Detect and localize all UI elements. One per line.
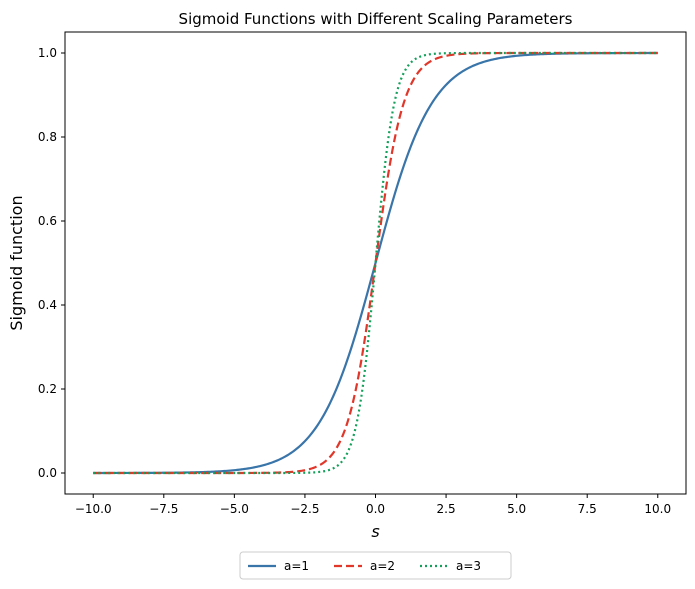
series-layer [93,51,658,475]
legend-frame [239,551,512,580]
x-tick-label: −2.5 [290,502,319,516]
legend-label-3: a=3 [456,559,481,573]
y-tick-label: 0.8 [38,130,57,144]
chart-title: Sigmoid Functions with Different Scaling… [179,10,573,28]
y-tick-label: 0.0 [38,466,57,480]
x-tick-label: 0.0 [366,502,385,516]
x-axis: −10.0 −7.5 −5.0 −2.5 0.0 2.5 5.0 7.5 10.0 [75,494,671,516]
legend-label-1: a=1 [284,559,309,573]
legend-label-2: a=2 [370,559,395,573]
x-tick-label: −5.0 [220,502,249,516]
x-tick-label: 7.5 [578,502,597,516]
x-axis-label: s [371,522,379,541]
x-tick-label: 2.5 [437,502,456,516]
series-line-1 [93,51,658,475]
x-tick-label: 10.0 [644,502,671,516]
x-tick-label: −7.5 [149,502,178,516]
y-tick-label: 0.2 [38,382,57,396]
y-tick-label: 0.4 [38,298,57,312]
y-axis: 0.0 0.2 0.4 0.6 0.8 1.0 [38,46,65,480]
x-tick-label: −10.0 [75,502,112,516]
y-tick-label: 0.6 [38,214,57,228]
x-tick-label: 5.0 [507,502,526,516]
y-tick-label: 1.0 [38,46,57,60]
legend: a=1 a=2 a=3 [239,551,512,580]
y-axis-label: Sigmoid function [7,195,26,330]
